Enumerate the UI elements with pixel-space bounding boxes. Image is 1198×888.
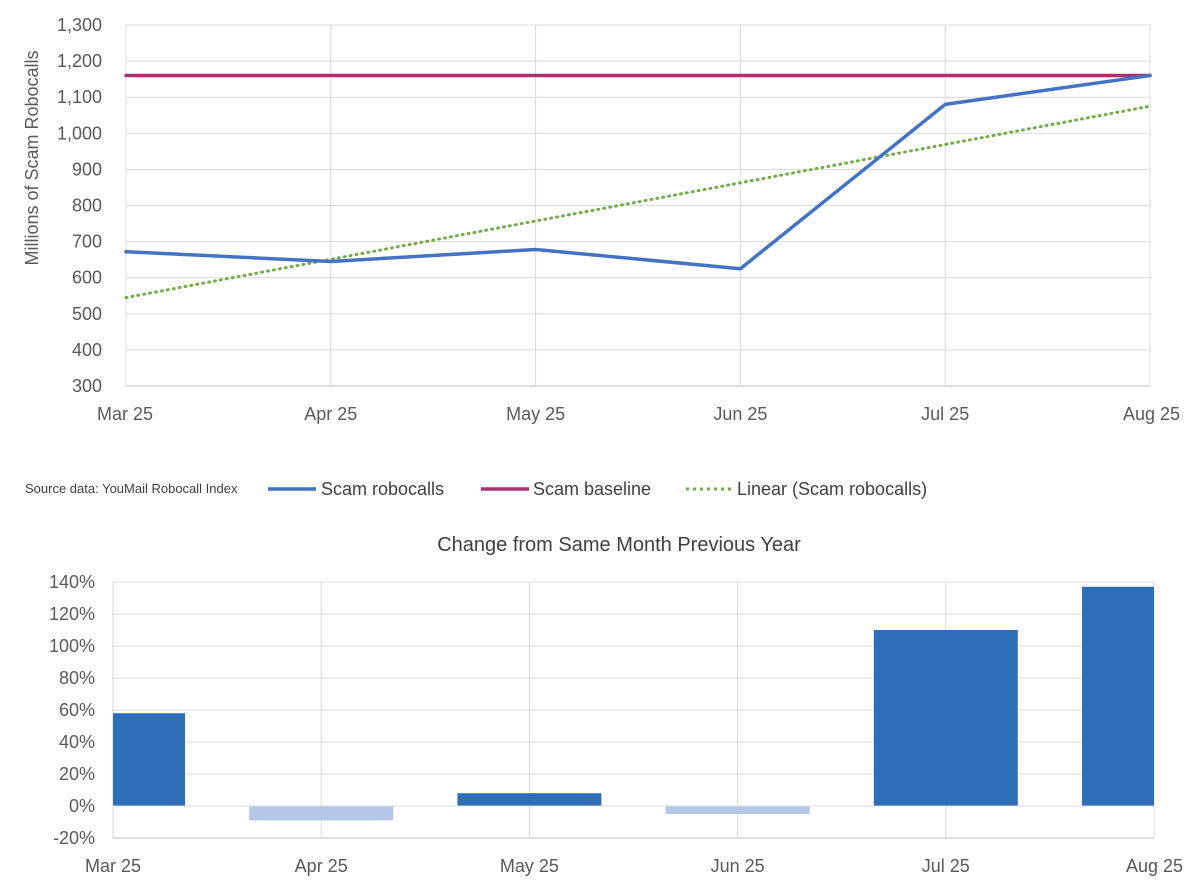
- y-tick-label: 1,000: [57, 123, 102, 143]
- y-tick-label: 40%: [59, 732, 95, 752]
- bar-apr-25: [249, 806, 394, 821]
- legend-item-scam-robocalls[interactable]: Scam robocalls: [268, 479, 444, 499]
- y-tick-label: 140%: [49, 572, 95, 592]
- line-chart-x-ticks: Mar 25 Apr 25 May 25 Jun 25 Jul 25 Aug 25: [97, 404, 1180, 424]
- y-tick-label: 120%: [49, 604, 95, 624]
- y-tick-label: 1,300: [57, 15, 102, 35]
- source-note: Source data: YouMail Robocall Index: [25, 481, 238, 496]
- bar-chart-bars: [113, 586, 1154, 821]
- x-tick-label: Jul 25: [922, 856, 970, 876]
- legend-item-linear-trend[interactable]: Linear (Scam robocalls): [686, 479, 927, 499]
- line-chart-y-ticks: 300 400 500 600 700 800 900 1,000 1,100 1,200 1,30…: [57, 15, 102, 396]
- series-line-scam-robocalls: [124, 73, 1152, 271]
- legend-item-scam-baseline[interactable]: Scam baseline: [481, 479, 651, 499]
- bar-aug-25: [1082, 586, 1154, 806]
- line-chart: 300 400 500 600 700 800 900 1,000 1,100 1,200 1,30…: [22, 15, 1180, 424]
- y-tick-label: 800: [72, 196, 102, 216]
- y-tick-label: 0%: [69, 796, 95, 816]
- x-tick-label: Mar 25: [97, 404, 153, 424]
- x-tick-label: Apr 25: [295, 856, 348, 876]
- y-tick-label: 900: [72, 159, 102, 179]
- bar-jul-25: [873, 630, 1018, 806]
- y-tick-label: 1,100: [57, 87, 102, 107]
- y-tick-label: 60%: [59, 700, 95, 720]
- x-tick-label: Aug 25: [1123, 404, 1180, 424]
- bar-jun-25: [665, 806, 810, 814]
- y-tick-label: 1,200: [57, 51, 102, 71]
- line-chart-series: [124, 73, 1152, 300]
- y-axis-title: Millions of Scam Robocalls: [22, 50, 42, 265]
- bar-chart-x-ticks: Mar 25 Apr 25 May 25 Jun 25 Jul 25 Aug 25: [85, 856, 1183, 876]
- bar-chart: Change from Same Month Previous Year -20…: [49, 534, 1183, 876]
- legend-label-scam-baseline: Scam baseline: [533, 479, 651, 499]
- legend-label-linear-trend: Linear (Scam robocalls): [737, 479, 927, 499]
- y-tick-label: -20%: [53, 828, 95, 848]
- series-line-linear-scam-robocalls: [124, 104, 1152, 300]
- y-tick-label: 600: [72, 268, 102, 288]
- bar-chart-y-ticks: -20% 0% 20% 40% 60% 80% 100% 120% 140%: [49, 572, 95, 848]
- x-tick-label: Jun 25: [711, 856, 765, 876]
- legend-label-scam-robocalls: Scam robocalls: [321, 479, 444, 499]
- y-tick-label: 100%: [49, 636, 95, 656]
- x-tick-label: May 25: [500, 856, 559, 876]
- y-tick-label: 400: [72, 340, 102, 360]
- bar-may-25: [457, 793, 602, 806]
- bar-mar-25: [113, 713, 185, 806]
- x-tick-label: Mar 25: [85, 856, 141, 876]
- x-tick-label: May 25: [506, 404, 565, 424]
- y-tick-label: 80%: [59, 668, 95, 688]
- x-tick-label: Aug 25: [1126, 856, 1183, 876]
- x-tick-label: Jul 25: [921, 404, 969, 424]
- y-tick-label: 700: [72, 232, 102, 252]
- line-chart-legend: Source data: YouMail Robocall Index Scam…: [25, 479, 927, 499]
- x-tick-label: Jun 25: [713, 404, 767, 424]
- line-chart-gridlines: [125, 24, 1151, 387]
- bar-chart-title: Change from Same Month Previous Year: [437, 534, 801, 556]
- y-tick-label: 20%: [59, 764, 95, 784]
- y-tick-label: 500: [72, 304, 102, 324]
- y-tick-label: 300: [72, 376, 102, 396]
- x-tick-label: Apr 25: [304, 404, 357, 424]
